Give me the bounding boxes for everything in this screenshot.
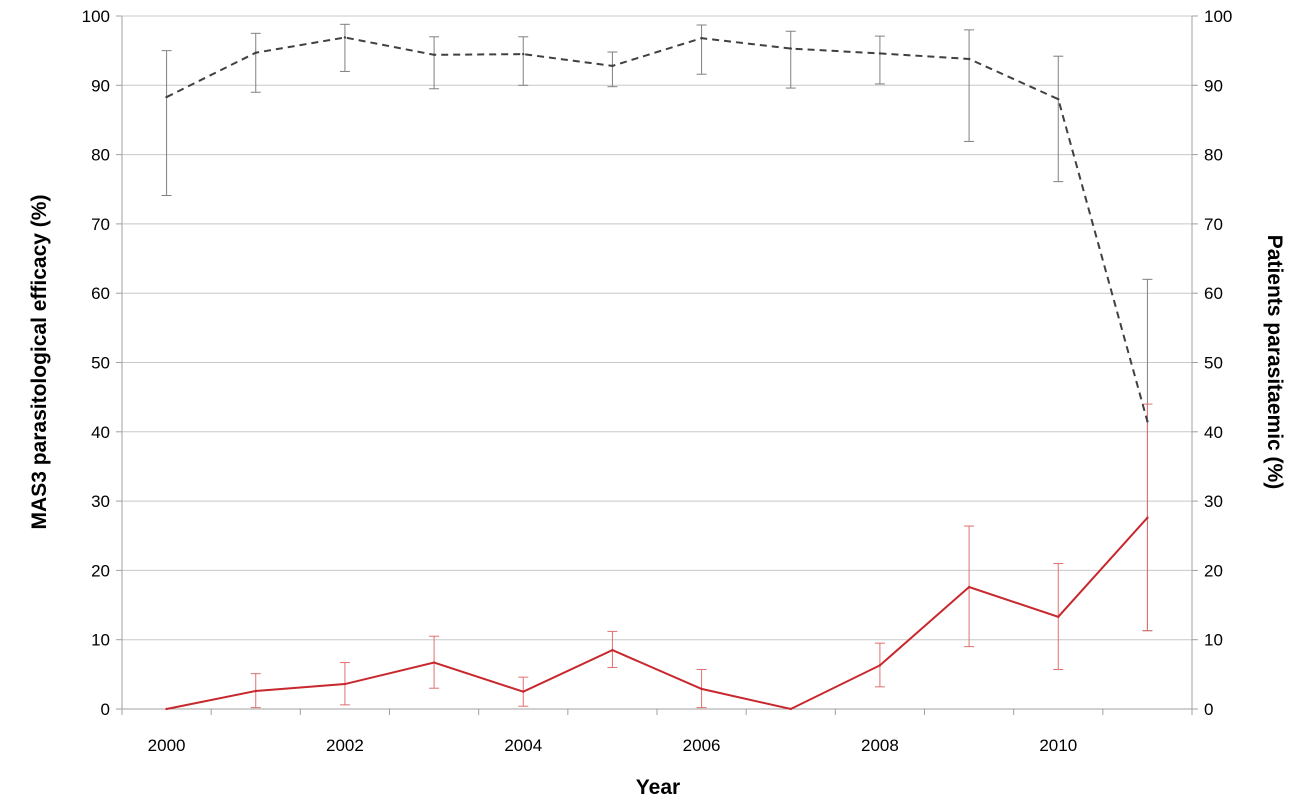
y-tick-label-right: 10 — [1204, 631, 1223, 650]
y-tick-label-left: 30 — [91, 492, 110, 511]
error-bar — [964, 29, 975, 142]
error-bar — [785, 30, 796, 89]
data-point — [700, 36, 703, 40]
x-tick-label: 2002 — [326, 736, 364, 755]
error-bar — [518, 36, 529, 86]
tick-labels: 0 0 10 10 20 20 30 30 40 40 50 50 60 60 70 70 80 80 90 90 10… — [82, 7, 1233, 755]
data-point — [700, 687, 703, 691]
x-tick-label: 2000 — [148, 736, 186, 755]
y-tick-label-right: 80 — [1204, 146, 1223, 165]
data-point — [1057, 615, 1060, 619]
error-bar — [429, 36, 440, 90]
data-point — [967, 585, 971, 589]
y-tick-label-right: 70 — [1204, 215, 1223, 234]
y-tick-label-left: 0 — [101, 700, 110, 719]
y-axis-right-title: Patients parasitaemic (%) — [1263, 235, 1286, 489]
gridlines — [122, 15, 1192, 641]
data-point — [878, 52, 882, 55]
error-bar — [696, 24, 707, 75]
y-tick-label-right: 90 — [1204, 76, 1223, 95]
y-tick-label-left: 100 — [82, 7, 110, 26]
data-point — [878, 664, 882, 667]
data-point — [611, 64, 614, 68]
y-tick-label-left: 90 — [91, 76, 110, 95]
data-point — [1146, 420, 1149, 423]
data-point — [789, 707, 792, 711]
data-point — [254, 51, 257, 54]
y-tick-label-left: 70 — [91, 215, 110, 234]
axes — [116, 15, 1198, 715]
x-tick-label: 2008 — [861, 736, 899, 755]
error-bars — [161, 23, 1153, 709]
x-tick-label: 2004 — [504, 736, 542, 755]
y-tick-label-right: 30 — [1204, 492, 1223, 511]
data-point — [1057, 97, 1060, 101]
data-point — [522, 52, 525, 56]
data-point — [343, 36, 347, 39]
data-point — [165, 707, 168, 711]
data-point — [432, 661, 436, 664]
data-point — [522, 690, 525, 693]
data-point — [165, 95, 168, 99]
error-bar — [250, 32, 261, 93]
y-tick-label-left: 60 — [91, 284, 110, 303]
error-bar — [874, 35, 885, 85]
data-point — [789, 47, 792, 50]
data-point — [254, 689, 257, 693]
y-tick-label-right: 0 — [1204, 700, 1213, 719]
y-tick-label-right: 20 — [1204, 561, 1223, 580]
series-line-efficacy — [166, 36, 1149, 422]
y-tick-label-left: 80 — [91, 146, 110, 165]
data-point — [611, 648, 614, 652]
x-axis-title: Year — [636, 776, 680, 799]
data-point — [343, 682, 347, 686]
y-tick-label-right: 40 — [1204, 423, 1223, 442]
series-lines — [165, 36, 1149, 711]
error-bar — [607, 51, 618, 88]
y-tick-label-right: 50 — [1204, 354, 1223, 373]
y-tick-label-left: 20 — [91, 561, 110, 580]
error-bar — [1053, 55, 1064, 183]
x-tick-label: 2010 — [1039, 736, 1077, 755]
y-tick-label-left: 50 — [91, 354, 110, 373]
y-tick-label-right: 60 — [1204, 284, 1223, 303]
error-bar — [339, 23, 350, 72]
data-point — [1146, 516, 1149, 519]
data-point — [967, 57, 971, 61]
y-axis-left-title: MAS3 parasitological efficacy (%) — [28, 195, 51, 530]
error-bar — [161, 50, 172, 196]
series-line-parasitaemic — [166, 517, 1149, 711]
y-tick-label-left: 40 — [91, 423, 110, 442]
y-tick-label-right: 100 — [1204, 7, 1232, 26]
x-tick-label: 2006 — [683, 736, 721, 755]
data-point — [432, 53, 436, 57]
y-tick-label-left: 10 — [91, 631, 110, 650]
